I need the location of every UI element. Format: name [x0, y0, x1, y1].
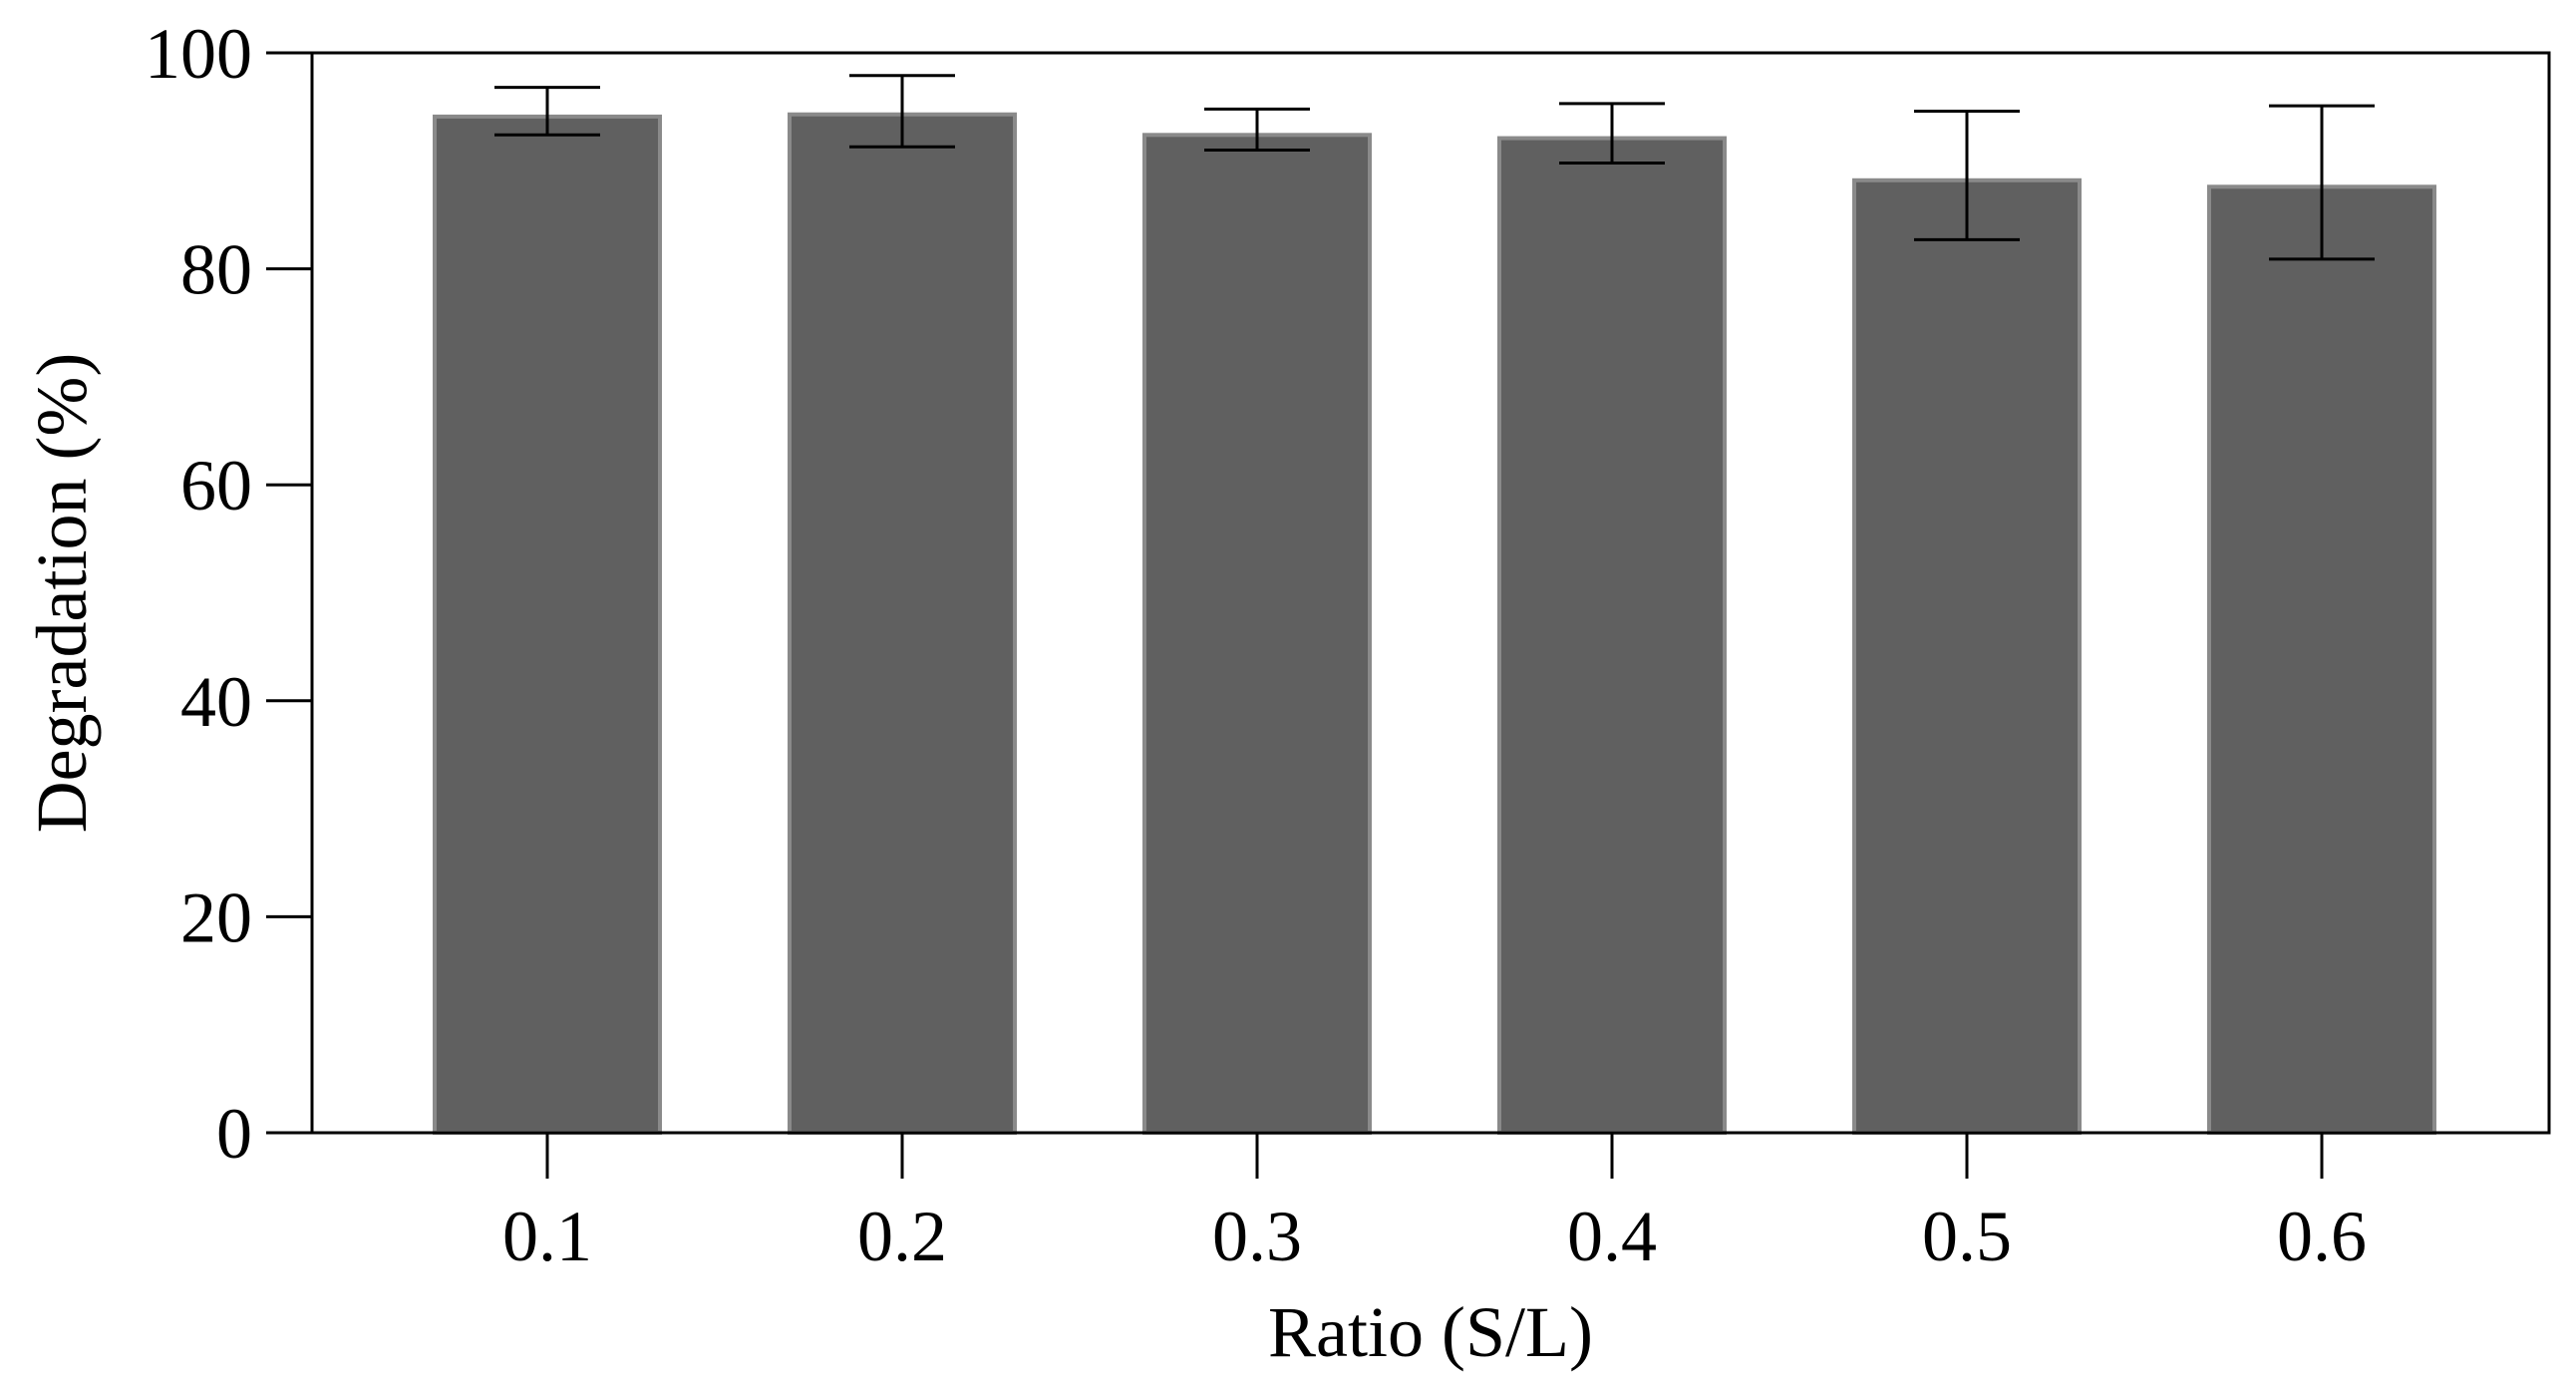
y-axis-ticks: 0 20 40 60 80 100 [145, 14, 312, 1174]
plot-frame [310, 51, 2551, 1135]
bar [433, 114, 662, 1136]
x-tick-label: 0.1 [502, 1197, 592, 1276]
x-tick-label: 0.2 [857, 1197, 947, 1276]
bar [788, 112, 1017, 1135]
y-tick-label: 100 [145, 14, 252, 94]
x-tick-label: 0.6 [2277, 1197, 2367, 1276]
bar [1852, 177, 2082, 1135]
x-axis-ticks: 0.1 0.2 0.3 0.4 0.5 0.6 [502, 1133, 2367, 1276]
y-tick-label: 0 [216, 1094, 252, 1174]
y-tick-label: 80 [180, 230, 252, 310]
x-tick-label: 0.3 [1212, 1197, 1302, 1276]
x-tick-label: 0.4 [1567, 1197, 1657, 1276]
bar [1142, 133, 1372, 1136]
bar [1497, 136, 1727, 1135]
x-tick-label: 0.5 [1922, 1197, 2012, 1276]
bars-layer [433, 112, 2436, 1136]
y-axis-label: Degradation (%) [22, 353, 102, 834]
error-bars-layer [494, 74, 2375, 261]
y-tick-label: 20 [180, 877, 252, 957]
y-tick-label: 40 [180, 662, 252, 742]
y-tick-label: 60 [180, 446, 252, 525]
x-axis-label: Ratio (S/L) [1268, 1292, 1593, 1372]
bar [2207, 184, 2436, 1136]
